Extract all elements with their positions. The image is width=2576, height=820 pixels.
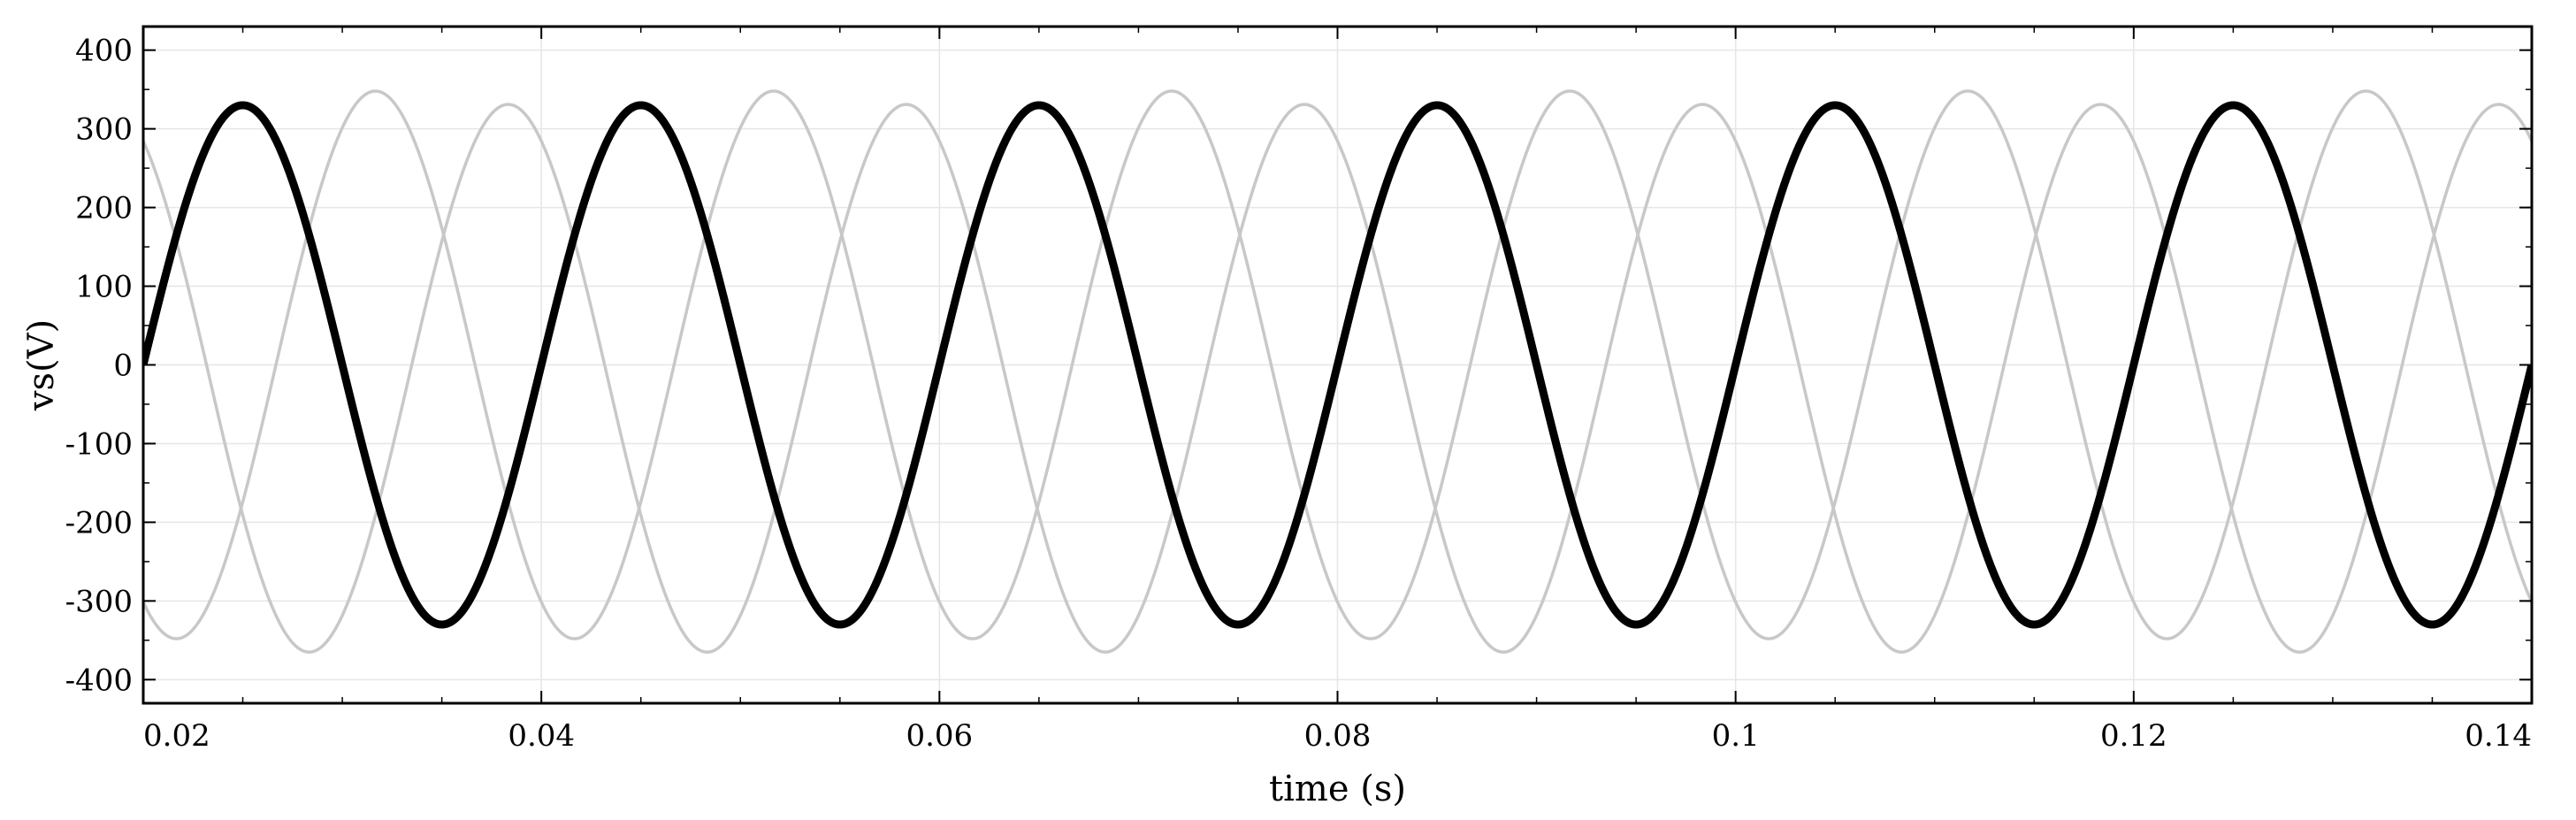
y-tick-labels: 400 300 200 100 0 -100 -200 -300 -400 bbox=[65, 34, 133, 699]
y-tick-label: 300 bbox=[75, 112, 133, 148]
y-axis-label: vs(V) bbox=[21, 319, 62, 411]
y-tick-label: -300 bbox=[65, 584, 133, 619]
x-tick-label: 0.12 bbox=[2100, 718, 2167, 754]
x-tick-labels: 0.02 0.04 0.06 0.08 0.1 0.12 0.14 bbox=[143, 718, 2532, 754]
series-line-1 bbox=[143, 101, 2532, 629]
y-tick-label: 100 bbox=[75, 270, 133, 305]
x-tick-label: 0.02 bbox=[143, 718, 210, 754]
series-layer bbox=[143, 89, 2532, 654]
tick-marks bbox=[142, 27, 2533, 703]
x-tick-label: 0.08 bbox=[1304, 718, 1372, 754]
x-tick-label: 0.06 bbox=[906, 718, 973, 754]
x-tick-label: 0.14 bbox=[2465, 718, 2532, 754]
y-tick-label: 400 bbox=[75, 34, 133, 69]
x-tick-label: 0.1 bbox=[1712, 718, 1760, 754]
x-tick-label: 0.04 bbox=[508, 718, 575, 754]
y-tick-label: 0 bbox=[113, 349, 133, 384]
y-tick-label: 200 bbox=[75, 191, 133, 226]
series-line-3 bbox=[143, 103, 2532, 654]
y-tick-label: -400 bbox=[65, 663, 133, 698]
x-axis-label: time (s) bbox=[1269, 769, 1406, 809]
y-tick-label: -200 bbox=[65, 505, 133, 540]
y-tick-label: -100 bbox=[65, 426, 133, 462]
series-line-2 bbox=[143, 89, 2532, 640]
